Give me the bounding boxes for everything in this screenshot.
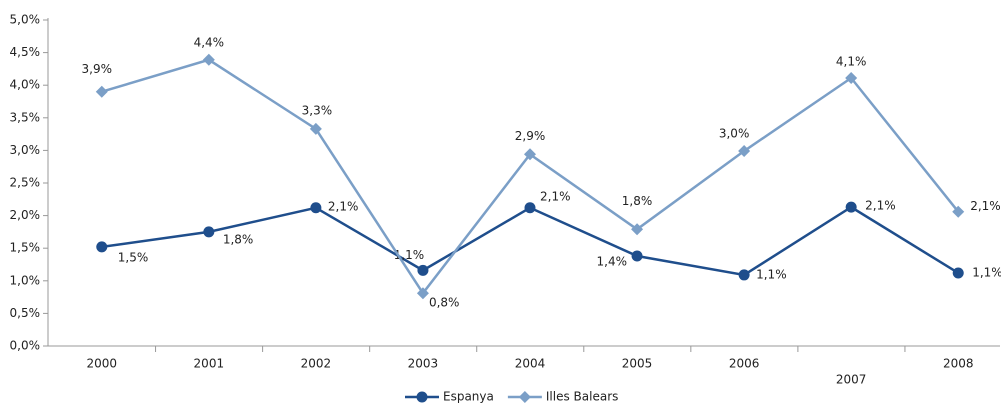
data-label: 3,9% (82, 62, 113, 76)
point (524, 202, 536, 214)
data-label: 2,1% (865, 199, 896, 213)
data-label: 3,0% (719, 127, 750, 141)
data-label: 1,1% (756, 267, 787, 281)
point (738, 145, 751, 158)
y-tick-label: 5,0% (10, 13, 41, 27)
y-tick-label: 0,0% (10, 339, 41, 353)
y-tick-label: 3,5% (10, 110, 41, 124)
point (416, 287, 429, 300)
y-tick-label: 2,0% (10, 208, 41, 222)
data-label: 1,4% (597, 255, 628, 269)
y-tick-label: 4,0% (10, 78, 41, 92)
y-tick-label: 0,5% (10, 306, 41, 320)
x-tick-label: 2001 (194, 357, 225, 371)
point (845, 72, 858, 85)
point (310, 202, 322, 214)
x-tick-label: 2003 (408, 357, 439, 371)
x-tick-label: 2008 (943, 357, 974, 371)
data-label: 1,8% (223, 232, 254, 246)
data-label: 2,9% (515, 129, 546, 143)
y-tick-label: 3,0% (10, 143, 41, 157)
data-label: 4,4% (194, 35, 225, 49)
data-label: 2,1% (540, 189, 571, 203)
y-tick-label: 2,5% (10, 176, 41, 190)
series-line (101, 58, 960, 296)
point (309, 122, 322, 135)
data-label: 2,1% (328, 199, 359, 213)
legend-marker (416, 391, 428, 403)
legend-label: Illes Balears (546, 390, 619, 404)
data-label: 2,1% (970, 199, 1001, 213)
data-label: 1,8% (622, 194, 653, 208)
point (417, 264, 429, 276)
x-tick-label: 2006 (729, 357, 760, 371)
point (95, 85, 108, 98)
y-tick-label: 1,0% (10, 273, 41, 287)
data-label: 1,5% (118, 250, 148, 264)
legend-marker (518, 391, 531, 403)
point (952, 267, 964, 279)
data-label: 1,1% (972, 265, 1001, 279)
point (524, 148, 536, 161)
legend-label: Espanya (443, 390, 494, 404)
data-label: 3,3% (302, 103, 333, 117)
point (631, 250, 643, 262)
point (202, 53, 215, 66)
x-tick-label: 2004 (515, 357, 546, 371)
point (96, 241, 108, 253)
point (631, 223, 644, 236)
point (952, 205, 965, 218)
y-tick-label: 4,5% (10, 45, 41, 59)
data-label: 4,1% (836, 55, 867, 69)
point (203, 226, 215, 238)
x-tick-label: 2000 (87, 357, 118, 371)
x-tick-label: 2005 (622, 357, 653, 371)
point (845, 201, 857, 213)
x-tick-label: 2002 (301, 357, 332, 371)
data-label: 0,8% (429, 296, 460, 310)
y-tick-label: 1,5% (10, 241, 41, 255)
x-tick-label: 2007 (836, 373, 867, 387)
point (738, 269, 750, 281)
